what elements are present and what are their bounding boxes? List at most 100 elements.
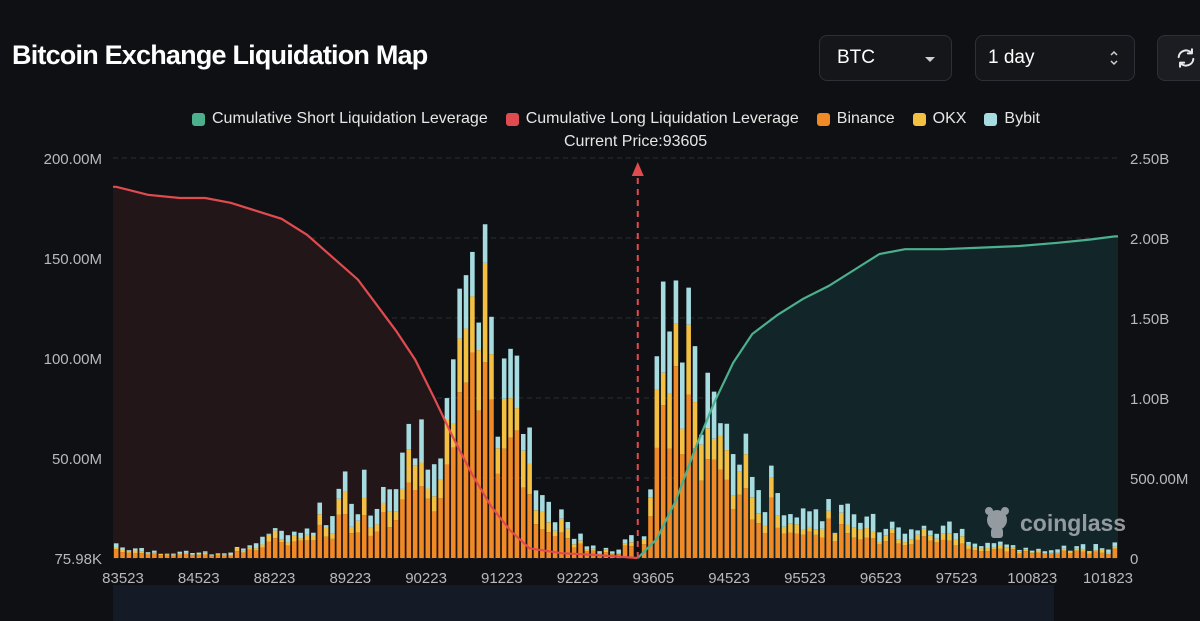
bar-binance (425, 498, 431, 558)
bar-binance (1099, 552, 1105, 558)
bar-binance (699, 480, 704, 558)
bar-bybit (616, 549, 621, 554)
bar-binance (228, 555, 233, 558)
bar-bybit (730, 454, 736, 496)
bar-bybit (520, 433, 526, 451)
bar-bybit (705, 372, 711, 429)
bar-okx (998, 544, 1003, 549)
y-axis-right-tick: 500.00M (1130, 471, 1188, 488)
bar-bybit (311, 532, 316, 536)
bar-binance (342, 514, 348, 558)
bar-bybit (851, 514, 857, 528)
x-axis-tick: 96523 (860, 570, 902, 587)
bar-binance (540, 529, 545, 558)
bar-okx (902, 542, 908, 546)
y-axis-left-tick: 100.00M (44, 351, 102, 368)
bar-binance (158, 555, 163, 558)
bar-binance (304, 540, 310, 558)
legend-item-long[interactable]: Cumulative Long Liquidation Leverage (505, 110, 799, 128)
bar-binance (419, 486, 424, 558)
bar-binance (489, 399, 494, 558)
bar-bybit (381, 486, 386, 503)
x-axis-tick: 84523 (178, 570, 220, 587)
y-axis-right-tick: 1.00B (1130, 391, 1169, 408)
legend-label: Cumulative Long Liquidation Leverage (525, 110, 799, 127)
legend-item-okx[interactable]: OKX (912, 110, 966, 128)
bar-bybit (629, 535, 634, 543)
legend-item-bybit[interactable]: Bybit (984, 110, 1040, 128)
bar-bybit (222, 553, 227, 555)
bar-bybit (1010, 545, 1016, 548)
bar-binance (972, 550, 978, 558)
timeframe-select[interactable]: 1 day (975, 35, 1135, 81)
bar-binance (762, 533, 768, 558)
bar-bybit (667, 331, 672, 394)
legend-item-binance[interactable]: Binance (816, 110, 895, 128)
short-liquidation-line (636, 235, 1118, 559)
bar-okx (279, 539, 284, 542)
bar-okx (406, 449, 412, 483)
bar-bybit (514, 355, 520, 409)
bar-binance (323, 536, 329, 558)
refresh-icon (1177, 48, 1195, 68)
bar-bybit (552, 522, 558, 531)
x-axis-tick: 83523 (102, 570, 144, 587)
bar-bybit (597, 551, 602, 554)
bar-bybit (190, 553, 195, 555)
bar-binance (470, 352, 475, 558)
bar-binance (298, 540, 303, 558)
x-axis-tick: 90223 (405, 570, 447, 587)
bar-bybit (819, 521, 825, 529)
bar-bybit (947, 521, 952, 534)
bar-bybit (508, 348, 513, 399)
legend-item-short[interactable]: Cumulative Short Liquidation Leverage (191, 110, 488, 128)
bar-bybit (330, 516, 335, 534)
short-liquidation-area (637, 236, 1118, 558)
coin-select[interactable]: BTC (819, 35, 952, 81)
bar-okx (597, 553, 602, 555)
timeframe-select-value: 1 day (988, 47, 1035, 68)
bar-binance (756, 523, 761, 558)
bar-okx (298, 538, 303, 541)
bar-okx (686, 324, 691, 395)
bar-binance (559, 532, 564, 558)
chart-zoom-scrollbar[interactable] (113, 585, 1054, 621)
bar-binance (234, 551, 240, 558)
bar-okx (1017, 551, 1022, 554)
bar-bybit (610, 551, 615, 554)
bar-okx (113, 547, 119, 550)
bar-binance (826, 518, 831, 558)
bar-bybit (546, 501, 552, 523)
bar-okx (431, 496, 437, 512)
bar-okx (355, 520, 361, 533)
bar-okx (304, 534, 310, 541)
bar-bybit (940, 525, 946, 534)
y-axis-right-tick: 2.50B (1130, 151, 1169, 168)
bar-bybit (743, 433, 749, 455)
bar-bybit (858, 522, 863, 530)
bar-bybit (463, 275, 469, 329)
bar-bybit (991, 543, 997, 548)
bar-bybit (241, 548, 246, 551)
bar-okx (584, 549, 590, 552)
bar-bybit (1048, 550, 1054, 553)
bar-okx (425, 488, 431, 499)
bar-okx (603, 549, 609, 553)
refresh-button[interactable] (1157, 35, 1200, 81)
bar-binance (908, 544, 914, 558)
bar-bybit (908, 529, 914, 540)
bar-bybit (113, 543, 119, 548)
bar-okx (202, 552, 208, 555)
bar-okx (749, 497, 755, 520)
bar-binance (381, 511, 386, 558)
bar-binance (190, 555, 195, 558)
bar-bybit (260, 536, 265, 545)
bar-okx (590, 548, 596, 551)
coin-select-value: BTC (837, 47, 875, 68)
bar-okx (679, 428, 685, 455)
bar-bybit (877, 532, 882, 542)
bar-okx (908, 539, 914, 545)
bar-bybit (584, 546, 590, 550)
bar-bybit (1061, 545, 1067, 549)
